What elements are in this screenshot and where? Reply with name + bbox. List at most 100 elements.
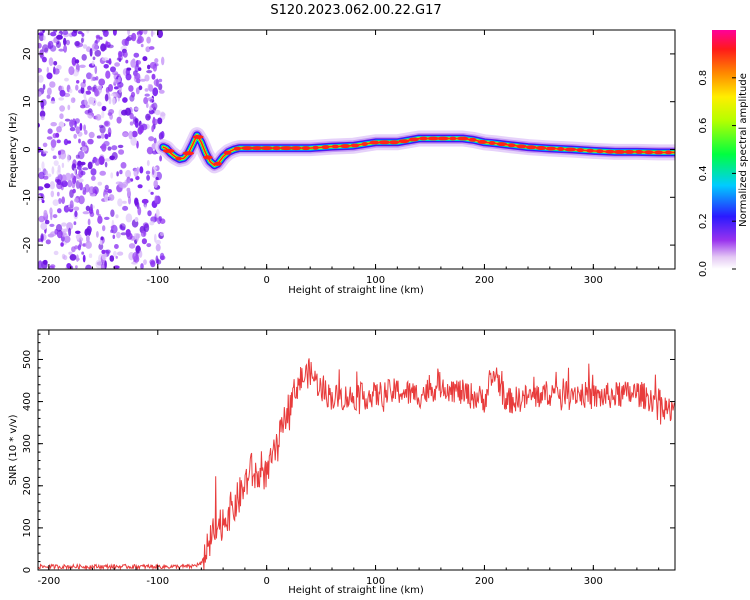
noise-speck: [147, 210, 152, 217]
ridge-peak: [664, 150, 673, 155]
noise-speck: [56, 34, 63, 40]
noise-speck: [87, 218, 91, 226]
y-tick-label: -20: [22, 237, 33, 253]
noise-speck: [80, 170, 86, 176]
noise-speck: [73, 198, 79, 203]
noise-speck: [85, 90, 92, 95]
noise-speck: [75, 154, 80, 159]
noise-speck: [105, 40, 108, 47]
noise-speck: [117, 198, 123, 207]
noise-speck: [153, 166, 158, 170]
noise-speck: [88, 186, 95, 195]
noise-speck: [147, 64, 151, 70]
noise-speck: [61, 196, 65, 204]
noise-speck: [153, 137, 157, 144]
noise-speck: [44, 183, 51, 189]
noise-speck: [76, 80, 80, 84]
noise-speck: [120, 162, 127, 169]
noise-speck: [86, 30, 90, 34]
ridge-peak: [644, 150, 654, 155]
noise-speck: [43, 35, 46, 41]
noise-speck: [46, 173, 52, 178]
noise-speck: [138, 67, 142, 71]
ridge-peak: [162, 148, 175, 153]
noise-speck: [100, 236, 104, 241]
noise-speck: [62, 228, 70, 232]
noise-speck: [133, 52, 140, 58]
x-tick-label: 300: [584, 576, 603, 587]
noise-speck: [56, 126, 62, 133]
noise-speck: [86, 72, 92, 80]
noise-speck: [41, 56, 47, 63]
y-tick-label: 300: [22, 434, 33, 453]
noise-speck: [67, 104, 71, 111]
noise-speck: [154, 109, 161, 116]
noise-speck: [154, 195, 158, 204]
ridge-peak: [468, 137, 477, 142]
noise-speck: [75, 180, 81, 189]
noise-speck: [78, 138, 81, 144]
noise-speck: [84, 129, 88, 135]
noise-speck: [122, 97, 128, 103]
noise-speck: [128, 243, 136, 249]
x-tick-label: -200: [38, 275, 61, 286]
noise-speck: [38, 260, 43, 269]
noise-speck: [144, 93, 150, 97]
ridge-peak: [241, 146, 253, 151]
noise-speck: [104, 216, 110, 220]
noise-speck: [146, 160, 150, 167]
noise-speck: [139, 166, 144, 174]
colorbar-tick-label: 0.6: [698, 118, 709, 134]
noise-speck: [81, 146, 87, 152]
noise-speck: [46, 94, 51, 99]
y-tick-label: 0: [22, 146, 33, 152]
noise-speck: [113, 265, 120, 269]
noise-speck: [78, 195, 85, 205]
noise-speck: [110, 93, 116, 97]
noise-speck: [95, 114, 102, 121]
noise-speck: [107, 127, 112, 137]
noise-speck: [137, 184, 143, 189]
noise-speck: [97, 215, 103, 224]
noise-speck: [72, 30, 78, 34]
noise-speck: [38, 67, 42, 73]
noise-speck: [56, 169, 61, 176]
noise-speck: [92, 205, 95, 209]
noise-speck: [125, 59, 129, 64]
noise-speck: [81, 251, 85, 255]
noise-speck: [38, 186, 44, 191]
noise-speck: [108, 84, 113, 92]
noise-speck: [114, 62, 120, 67]
noise-speck: [69, 254, 77, 261]
ridge-peak: [203, 155, 213, 160]
noise-speck: [94, 158, 101, 166]
noise-speck: [145, 113, 151, 121]
ridge-peak: [251, 146, 263, 151]
noise-speck: [78, 237, 84, 242]
noise-speck: [127, 30, 131, 36]
ridge-peak: [350, 143, 360, 148]
noise-speck: [58, 97, 65, 101]
spectrogram-ylabel: Frequency (Hz): [8, 112, 19, 188]
noise-speck: [46, 72, 53, 80]
x-tick-label: -200: [38, 576, 61, 587]
colorbar-gradient: [712, 30, 736, 269]
noise-speck: [69, 88, 73, 94]
noise-speck: [130, 91, 136, 98]
noise-speck: [101, 57, 109, 61]
noise-speck: [135, 60, 139, 68]
noise-speck: [71, 57, 77, 66]
noise-speck: [45, 170, 48, 176]
ridge-peak: [419, 136, 428, 141]
y-tick-label: -10: [22, 189, 33, 205]
noise-speck: [46, 66, 49, 73]
y-tick-label: 0: [22, 567, 33, 573]
noise-speck: [116, 171, 119, 177]
noise-speck: [66, 140, 72, 144]
ridge-peak: [427, 136, 439, 141]
noise-speck: [141, 123, 148, 131]
y-tick-label: 400: [22, 392, 33, 411]
noise-speck: [107, 44, 114, 49]
noise-speck: [82, 44, 88, 49]
noise-speck: [115, 255, 118, 259]
